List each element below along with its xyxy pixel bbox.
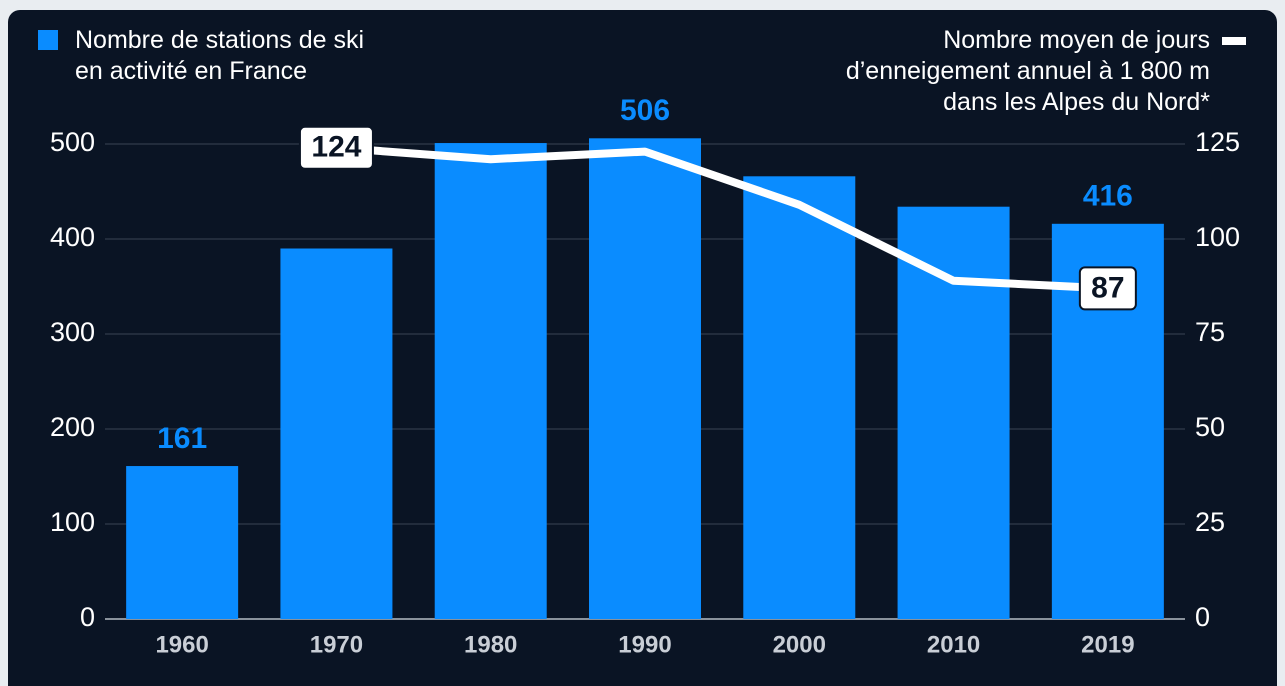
y-tick-label: 100: [50, 507, 95, 537]
line-label-box: [1078, 266, 1137, 311]
bar: [897, 206, 1010, 619]
bar-value-label: 506: [620, 94, 670, 127]
y-tick-label: 400: [50, 222, 95, 252]
y-tick-label: 0: [80, 602, 95, 632]
x-tick-label: 1980: [464, 631, 517, 658]
y2-tick-label: 25: [1195, 507, 1225, 537]
y2-tick-label: 125: [1195, 127, 1240, 157]
y2-tick-label: 75: [1195, 317, 1225, 347]
legend-label: Nombre moyen de jours d’enneigement annue…: [846, 26, 1210, 116]
legend-swatch: [38, 30, 58, 50]
bar: [434, 143, 547, 620]
y-tick-label: 500: [50, 127, 95, 157]
x-tick-label: 1960: [155, 631, 208, 658]
bar-value-label: 416: [1083, 180, 1133, 213]
bar: [589, 138, 701, 620]
line-value-label: 87: [1091, 271, 1124, 304]
y-tick-label: 300: [50, 317, 95, 347]
x-tick-label: 2000: [773, 631, 826, 658]
y-tick-label: 200: [50, 412, 95, 442]
line-label-box: [298, 125, 374, 170]
x-tick-label: 1970: [310, 631, 363, 658]
bar: [126, 466, 239, 619]
y2-tick-label: 50: [1195, 412, 1225, 442]
line-value-label: 124: [311, 131, 361, 164]
x-tick-label: 1990: [618, 631, 671, 658]
bar-value-label: 161: [157, 422, 207, 455]
bar: [743, 176, 856, 620]
x-tick-label: 2019: [1081, 631, 1134, 658]
y2-tick-label: 0: [1195, 602, 1210, 632]
bar: [280, 248, 393, 619]
legend-swatch: [1222, 37, 1246, 45]
legend-label: Nombre de stations de ski en activité en …: [75, 26, 364, 85]
y2-tick-label: 100: [1195, 222, 1240, 252]
line: [336, 143, 1109, 293]
x-tick-label: 2010: [927, 631, 980, 658]
